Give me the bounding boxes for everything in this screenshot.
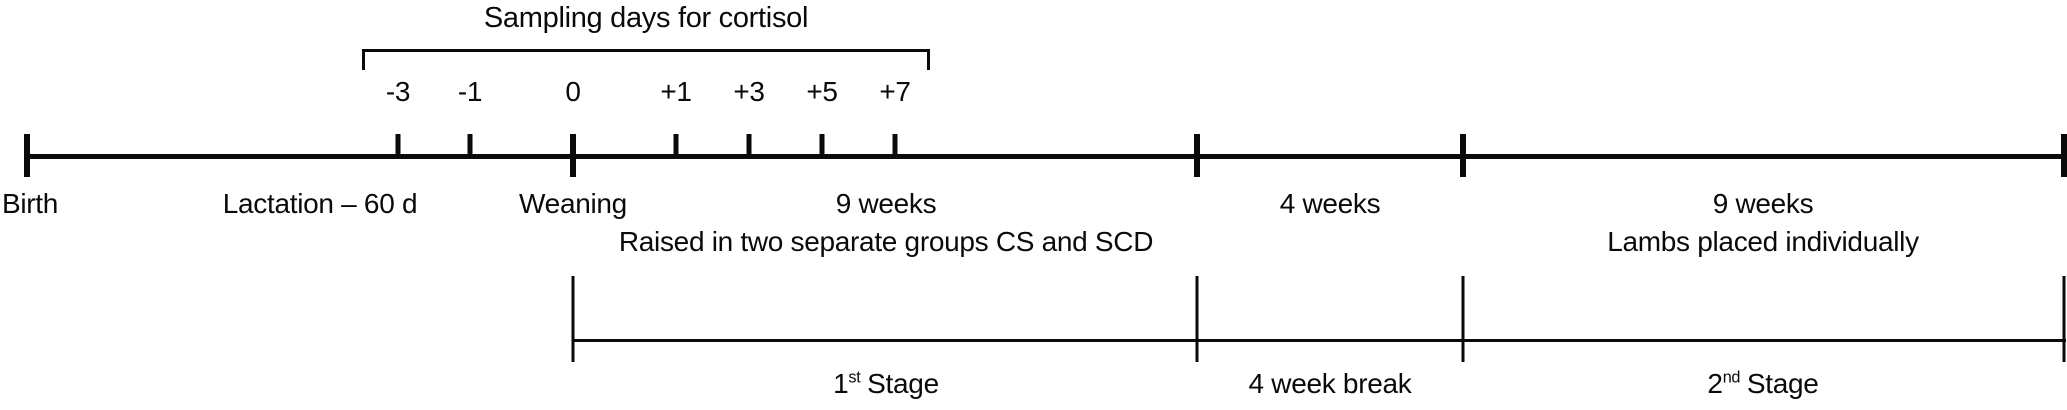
minor-tick <box>467 134 473 156</box>
major-tick-end-break <box>1460 134 1466 177</box>
stage1-ordinal: st <box>848 368 861 387</box>
stage2-label: 2nd Stage <box>1707 368 1818 400</box>
sampling-day-label: +3 <box>733 76 765 107</box>
stage1-word: Stage <box>867 368 939 399</box>
stage2-word: Stage <box>1746 368 1819 399</box>
major-tick-end <box>2061 134 2067 177</box>
period1-note-label: Raised in two separate groups CS and SCD <box>618 226 1154 257</box>
period2-duration-label: 4 weeks <box>1279 188 1381 219</box>
stage2-number: 2 <box>1707 368 1723 399</box>
period3-duration-label: 9 weeks <box>1712 188 1814 219</box>
sampling-day-label: 0 <box>565 76 581 107</box>
sampling-day-label: +7 <box>879 76 911 107</box>
stage-bracket-tick-break-end <box>1461 276 1465 362</box>
period1-duration-label: 9 weeks <box>835 188 937 219</box>
major-tick-weaning <box>570 134 576 177</box>
minor-tick <box>746 134 752 156</box>
major-tick-birth <box>24 134 30 177</box>
birth-label: Birth <box>1 188 59 219</box>
minor-tick <box>395 134 401 156</box>
sampling-day-label: -1 <box>457 76 483 107</box>
minor-tick <box>819 134 825 156</box>
sampling-day-label: -3 <box>385 76 411 107</box>
period3-note-label: Lambs placed individually <box>1607 226 1919 257</box>
sampling-title: Sampling days for cortisol <box>483 2 809 34</box>
sampling-bracket <box>362 49 930 70</box>
minor-tick <box>673 134 679 156</box>
minor-tick <box>892 134 898 156</box>
sampling-day-label: +1 <box>660 76 692 107</box>
stage1-number: 1 <box>833 368 849 399</box>
major-tick-end-stage1 <box>1194 134 1200 177</box>
stage-bracket-line <box>572 339 2066 342</box>
stage-bracket-tick-stage1-end <box>1195 276 1199 362</box>
lactation-label: Lactation – 60 d <box>222 188 418 219</box>
stage-bracket-tick-end <box>2062 276 2066 362</box>
stage2-ordinal: nd <box>1722 368 1741 387</box>
weaning-label: Weaning <box>519 188 627 219</box>
stage-bracket-tick-weaning <box>571 276 575 362</box>
sampling-day-label: +5 <box>806 76 838 107</box>
break-label: 4 week break <box>1248 368 1412 399</box>
timeline-axis <box>24 154 2066 159</box>
stage1-label: 1st Stage <box>833 368 939 400</box>
